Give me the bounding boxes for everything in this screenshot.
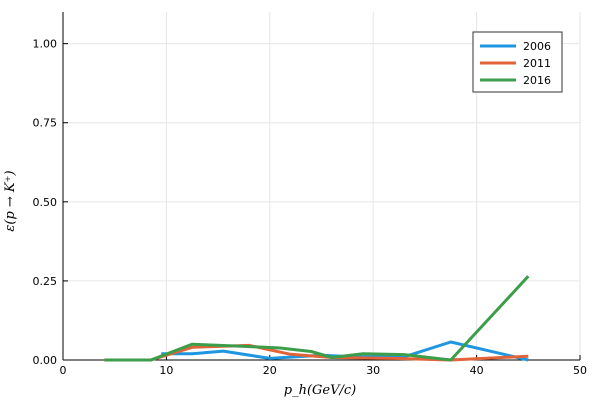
x-tick-label: 10 [159, 364, 173, 377]
series-line-2016 [104, 275, 530, 362]
legend-label-2006: 2006 [523, 40, 551, 53]
legend-label-2016: 2016 [523, 74, 551, 87]
legend-entry-2011: 2011 [480, 57, 551, 70]
series-lines [104, 275, 530, 362]
x-axis-label: p_h(GeV/c) [284, 383, 356, 398]
legend-label-2011: 2011 [523, 57, 551, 70]
legend-entry-2006: 2006 [480, 40, 551, 53]
x-tick-label: 50 [573, 364, 587, 377]
tick-labels: 0 10 20 30 40 50 0.00 0.25 0.50 0.75 1.00 [33, 38, 588, 377]
legend: 2006 2011 2016 [472, 31, 563, 93]
y-tick-label: 0.50 [33, 196, 58, 209]
y-tick-label: 0.75 [33, 117, 58, 130]
x-tick-label: 40 [470, 364, 484, 377]
y-axis-label: ε(p → K⁺) [3, 170, 18, 231]
y-tick-label: 1.00 [33, 38, 58, 51]
y-tick-label: 0.00 [33, 354, 58, 367]
legend-entry-2016: 2016 [480, 74, 551, 87]
y-tick-label: 0.25 [33, 275, 58, 288]
x-tick-label: 20 [263, 364, 277, 377]
x-tick-label: 0 [60, 364, 67, 377]
x-tick-label: 30 [366, 364, 380, 377]
